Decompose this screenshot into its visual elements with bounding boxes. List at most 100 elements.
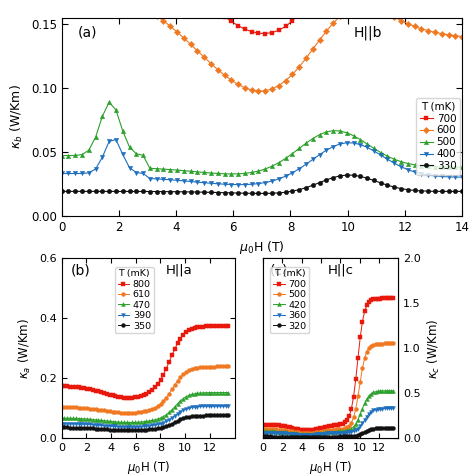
470: [112, 419, 118, 425]
Line: 390: 390: [60, 404, 230, 429]
610: [87, 406, 93, 411]
470: [101, 418, 107, 423]
700: [260, 422, 266, 428]
470: [87, 417, 93, 422]
500: [391, 341, 396, 346]
390: [166, 417, 172, 423]
320: [391, 425, 396, 431]
610: [107, 409, 112, 414]
350: [115, 427, 121, 433]
420: [391, 388, 396, 393]
800: [226, 323, 231, 329]
Text: H||b: H||b: [354, 26, 383, 40]
500: [228, 171, 234, 177]
500: [194, 169, 200, 175]
Line: 610: 610: [60, 365, 230, 415]
500: [201, 170, 207, 175]
420: [304, 431, 310, 437]
400: [324, 147, 329, 153]
Line: 350: 350: [60, 413, 230, 432]
360: [293, 431, 299, 437]
X-axis label: $\mu_0$H (T): $\mu_0$H (T): [127, 459, 170, 474]
400: [235, 182, 241, 188]
X-axis label: $\mu_0$H (T): $\mu_0$H (T): [309, 459, 352, 474]
700: [304, 428, 310, 433]
330: [194, 189, 200, 195]
610: [101, 408, 107, 413]
Y-axis label: $\kappa_b$ (W/Km): $\kappa_b$ (W/Km): [9, 84, 25, 149]
Line: 800: 800: [60, 324, 230, 400]
800: [59, 383, 64, 389]
390: [226, 403, 231, 409]
500: [59, 153, 64, 158]
500: [167, 167, 173, 173]
500: [106, 100, 112, 105]
600: [317, 37, 322, 43]
700: [302, 428, 308, 433]
610: [115, 410, 121, 415]
330: [161, 189, 166, 194]
Legend: 800, 610, 470, 390, 350: 800, 610, 470, 390, 350: [115, 267, 154, 333]
470: [115, 419, 121, 425]
800: [127, 395, 132, 401]
X-axis label: $\mu_0$H (T): $\mu_0$H (T): [239, 239, 285, 256]
Line: 420: 420: [261, 389, 395, 436]
330: [127, 189, 132, 194]
390: [107, 423, 112, 429]
390: [112, 424, 118, 429]
Line: 600: 600: [59, 0, 465, 93]
Line: 500: 500: [59, 100, 465, 176]
500: [293, 429, 299, 435]
500: [283, 428, 288, 433]
470: [107, 419, 112, 424]
320: [304, 434, 310, 440]
610: [127, 410, 132, 416]
420: [293, 430, 299, 436]
320: [344, 434, 350, 439]
Text: (a): (a): [78, 26, 97, 39]
390: [59, 421, 64, 427]
470: [166, 410, 172, 415]
Line: 700: 700: [59, 0, 465, 36]
360: [298, 432, 303, 438]
320: [293, 434, 299, 440]
330: [174, 189, 180, 195]
600: [194, 48, 200, 54]
600: [188, 42, 193, 47]
700: [307, 428, 312, 433]
400: [59, 171, 64, 176]
500: [344, 425, 350, 430]
600: [127, 0, 132, 3]
360: [283, 430, 288, 436]
610: [59, 404, 64, 410]
800: [101, 390, 107, 396]
500: [298, 430, 303, 436]
800: [115, 394, 121, 400]
500: [181, 168, 187, 173]
610: [112, 409, 118, 415]
600: [161, 18, 166, 24]
350: [226, 412, 231, 418]
700: [293, 426, 299, 432]
Y-axis label: $\kappa_c$ (W/Km): $\kappa_c$ (W/Km): [426, 318, 442, 379]
Line: 500: 500: [261, 341, 395, 435]
420: [298, 431, 303, 437]
700: [344, 417, 350, 423]
420: [283, 429, 288, 435]
470: [59, 415, 64, 421]
500: [304, 430, 310, 436]
Line: 330: 330: [59, 173, 465, 196]
Text: (b): (b): [70, 264, 90, 278]
320: [260, 434, 266, 439]
800: [112, 393, 118, 399]
350: [59, 425, 64, 430]
800: [166, 359, 172, 365]
600: [459, 34, 465, 39]
700: [263, 31, 268, 36]
360: [344, 429, 350, 435]
470: [226, 390, 231, 395]
390: [127, 424, 132, 430]
320: [298, 434, 303, 440]
470: [127, 419, 132, 425]
Line: 360: 360: [261, 406, 395, 437]
